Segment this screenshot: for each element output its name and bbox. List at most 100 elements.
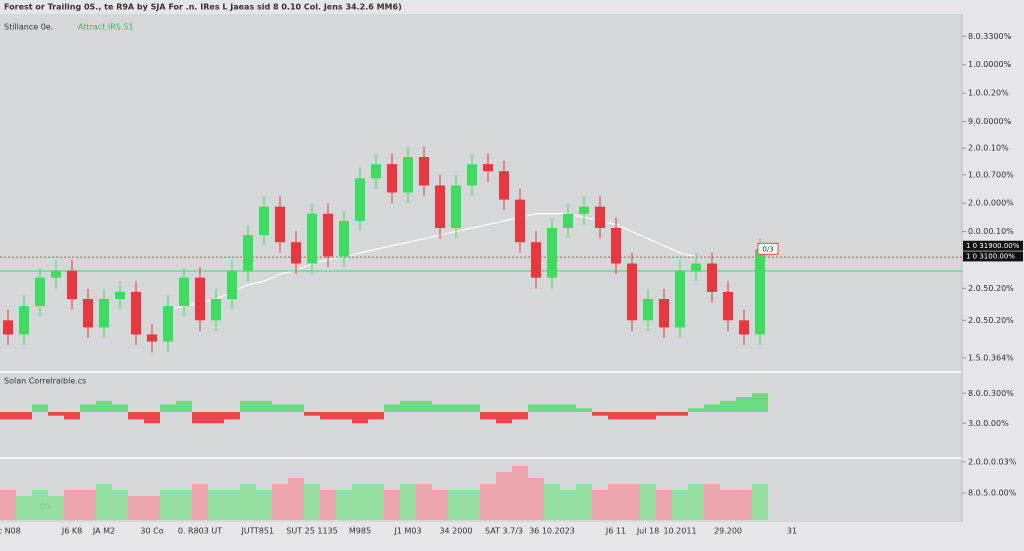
bar <box>608 484 624 520</box>
annotation-box <box>757 242 779 255</box>
candle-body <box>115 291 125 299</box>
bar <box>224 490 240 520</box>
x-tick-label: 36 10.2023 <box>529 527 575 536</box>
candle-body <box>355 178 365 221</box>
bar <box>208 412 224 424</box>
bar <box>656 412 672 416</box>
candle-body <box>483 164 493 172</box>
x-tick-label: J1 M03 <box>393 527 421 536</box>
x-tick-label: 29.200 <box>714 527 742 536</box>
bar <box>592 490 608 520</box>
bar <box>240 484 256 520</box>
bar <box>288 478 304 520</box>
candle-body <box>67 270 77 299</box>
candle-body <box>131 291 141 335</box>
bar <box>416 400 432 412</box>
x-tick-label: SUT 25 1135 <box>286 527 337 536</box>
candle-body <box>3 320 13 335</box>
candle-body <box>147 334 157 342</box>
bar <box>0 490 16 520</box>
bar <box>480 412 496 420</box>
bar <box>304 484 320 520</box>
bar <box>560 490 576 520</box>
x-tick-label: SAT 3.7/3 <box>485 527 523 536</box>
candle-body <box>211 299 221 321</box>
y-tick-label: 0.0.00.10% <box>968 227 1014 236</box>
bar <box>368 484 384 520</box>
candle-body <box>627 263 637 321</box>
bar <box>336 490 352 520</box>
bar <box>528 404 544 412</box>
candle-body <box>739 320 749 335</box>
bar <box>672 490 688 520</box>
bar <box>560 404 576 412</box>
bar <box>336 412 352 420</box>
bar <box>688 484 704 520</box>
x-tick-label: JUT <box>240 527 254 536</box>
bar <box>352 484 368 520</box>
y-tick-label: 2.0.50.20% <box>968 284 1014 293</box>
bar <box>400 400 416 412</box>
candle-body <box>371 164 381 179</box>
bar <box>736 397 752 412</box>
candle-body <box>323 213 333 257</box>
bar <box>384 490 400 520</box>
bar <box>224 412 240 420</box>
bar <box>448 490 464 520</box>
bar <box>592 412 608 416</box>
candle-body <box>195 277 205 321</box>
candle-body <box>51 270 61 278</box>
bar <box>16 412 32 420</box>
y-tick-label: 9.0.0000% <box>968 117 1012 126</box>
candle-body <box>35 277 45 307</box>
y-tick-label: 1.5.0.364% <box>968 353 1014 362</box>
candle-body <box>227 270 237 299</box>
bar <box>512 466 528 520</box>
annotation: 0/3 <box>762 245 773 253</box>
bar <box>304 412 320 416</box>
candle-body <box>179 277 189 307</box>
bar <box>528 478 544 520</box>
x-tick-label: 34 2000 <box>439 527 472 536</box>
bar <box>416 484 432 520</box>
bar <box>16 496 32 520</box>
candle-body <box>659 299 669 328</box>
candle-body <box>19 306 29 335</box>
bar <box>160 490 176 520</box>
bar <box>368 412 384 420</box>
bar <box>64 412 80 420</box>
x-tick-label: J6 11 <box>605 527 626 536</box>
candle-body <box>547 228 557 278</box>
candle-body <box>755 249 765 335</box>
candle-body <box>419 157 429 186</box>
bar <box>704 484 720 520</box>
y-tick-label: 2.0.0.0.03% <box>968 457 1017 466</box>
bar <box>752 484 768 520</box>
bar <box>208 490 224 520</box>
bar <box>144 412 160 424</box>
bar <box>32 490 48 520</box>
bar <box>192 412 208 424</box>
y-tick-label: 8.0.3300% <box>968 32 1012 41</box>
candle-body <box>275 206 285 243</box>
y-tick-label: 2.0.0.000% <box>968 199 1014 208</box>
candle-body <box>163 306 173 342</box>
bar <box>128 412 144 420</box>
bar <box>544 484 560 520</box>
bar <box>272 484 288 520</box>
candle-body <box>691 263 701 271</box>
bar <box>464 404 480 412</box>
candle-body <box>531 242 541 278</box>
bar <box>256 490 272 520</box>
candle-body <box>259 206 269 236</box>
bar <box>240 400 256 412</box>
bar <box>688 408 704 412</box>
candle-body <box>387 164 397 193</box>
candle-body <box>563 213 573 228</box>
candle-body <box>403 157 413 193</box>
y-tick-label: 8.0.0.300% <box>968 389 1014 398</box>
y-tick-label: 1.0.0.20% <box>968 89 1009 98</box>
y-tick-label: 2.0.50.20% <box>968 316 1014 325</box>
candle-body <box>451 185 461 228</box>
